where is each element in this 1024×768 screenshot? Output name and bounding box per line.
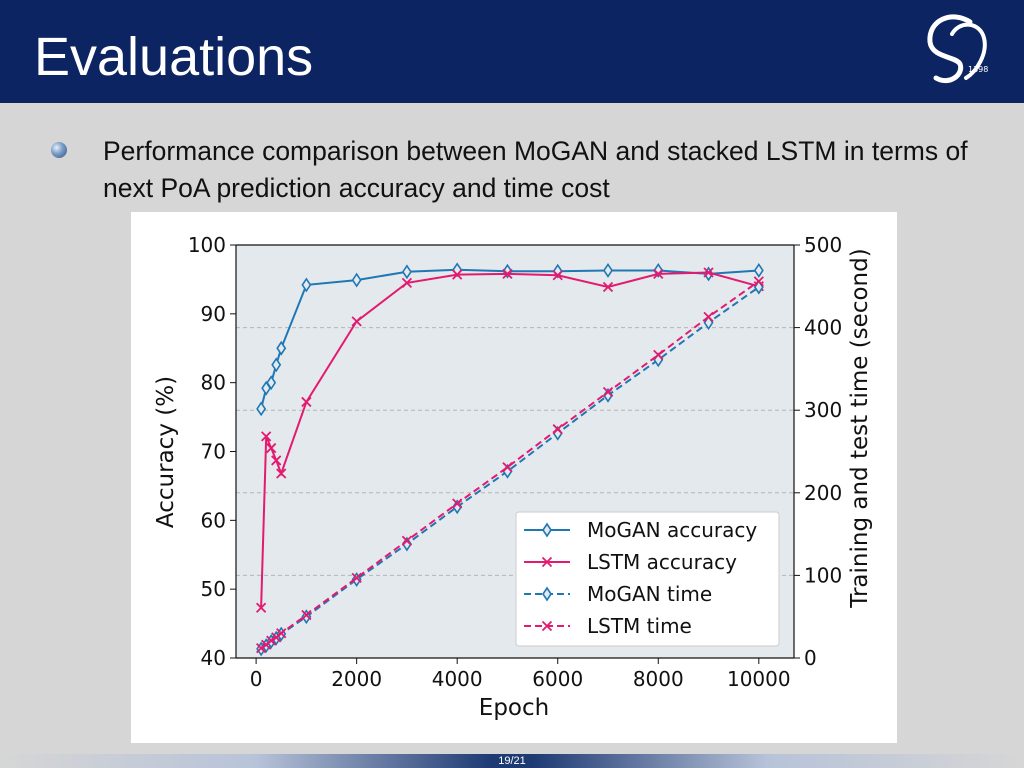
mogan-accuracy-point	[603, 263, 613, 278]
lstm-accuracy-point	[653, 268, 664, 280]
y2-tick-label: 400	[804, 316, 842, 340]
lstm-time-point	[351, 572, 362, 584]
slide-title: Evaluations	[34, 27, 314, 87]
mogan-accuracy-point	[351, 272, 362, 288]
legend-label-mogan-accuracy: MoGAN accuracy	[587, 518, 757, 542]
y2-tick-label: 0	[804, 646, 817, 670]
chart-legend: MoGAN accuracy LSTM accuracy MoGAN time LST…	[515, 511, 780, 647]
lstm-time-point	[266, 635, 277, 646]
y-tick-label: 100	[188, 233, 226, 257]
header-bar: Evaluations 1398	[0, 0, 1024, 103]
lstm-accuracy-point	[602, 281, 614, 293]
legend-marker-mogan-accuracy	[542, 522, 552, 538]
lstm-time-point	[602, 386, 614, 398]
lstm-time-point	[753, 276, 764, 287]
y-tick-label: 60	[201, 508, 226, 532]
lstm-time-point	[653, 349, 664, 360]
legend-label-mogan-time: MoGAN time	[587, 582, 712, 606]
x-axis-label: Epoch	[479, 695, 549, 721]
legend-marker-lstm-accuracy	[541, 556, 553, 568]
lstm-time-point	[276, 628, 287, 639]
lstm-time-point	[703, 311, 714, 322]
mogan-accuracy-point	[271, 357, 282, 373]
lstm-accuracy-point	[301, 396, 312, 408]
lstm-accuracy-point	[261, 431, 272, 442]
x-tick-label: 2000	[331, 667, 382, 691]
lstm-time-point	[255, 642, 267, 654]
footer-bar: 19/21	[0, 754, 1024, 768]
y-tick-label: 70	[201, 440, 226, 464]
y2-axis-label: Training and test time (second)	[847, 248, 873, 608]
logo-year: 1398	[968, 65, 988, 74]
legend-box	[515, 511, 780, 647]
legend-marker-lstm-time	[541, 620, 553, 632]
university-logo-icon: 1398	[927, 14, 988, 84]
y2-tick-label: 200	[804, 481, 842, 505]
mogan-accuracy-point	[401, 264, 412, 280]
chart-card: 0 2000 4000 6000 8000 10000 40 50 60 70 80 90 100 0 10…	[131, 212, 897, 743]
x-tick-label: 10000	[727, 667, 791, 691]
mogan-accuracy-point	[266, 375, 277, 391]
x-tick-label: 8000	[633, 667, 684, 691]
legend-marker-mogan-time	[542, 586, 552, 602]
y2-tick-label: 300	[804, 398, 842, 422]
lstm-time-point	[301, 609, 312, 621]
lstm-time-point	[452, 498, 463, 509]
mogan-accuracy-point	[301, 277, 312, 293]
mogan-accuracy-point	[276, 340, 287, 356]
lstm-accuracy-point	[401, 277, 413, 288]
x-tick-label: 6000	[532, 667, 583, 691]
lstm-accuracy-point	[351, 316, 362, 327]
y2-tick-label: 100	[804, 563, 842, 587]
x-tick-label: 4000	[432, 667, 483, 691]
lstm-accuracy-point	[552, 270, 563, 281]
y-axis-label: Accuracy (%)	[153, 376, 179, 528]
x-tick-label: 0	[250, 667, 263, 691]
page-number: 19/21	[498, 755, 526, 767]
y-tick-label: 80	[201, 371, 226, 395]
lstm-accuracy-point	[276, 468, 287, 479]
mogan-accuracy-point	[753, 263, 764, 278]
y-tick-label: 50	[201, 577, 226, 601]
accuracy-time-chart: 0 2000 4000 6000 8000 10000 40 50 60 70 80 90 100 0 10…	[153, 233, 873, 721]
y-tick-label: 40	[201, 646, 226, 670]
lstm-time-point	[502, 462, 513, 473]
legend-label-lstm-accuracy: LSTM accuracy	[587, 550, 737, 574]
lstm-accuracy-point	[271, 455, 282, 466]
y-tick-label: 90	[201, 302, 226, 326]
mogan-accuracy-point	[256, 401, 267, 417]
lstm-time-point	[552, 424, 563, 435]
bullet-icon	[51, 142, 67, 158]
lstm-accuracy-point	[255, 602, 267, 613]
bullet-text: Performance comparison between MoGAN and…	[103, 136, 968, 203]
lstm-accuracy-point	[502, 268, 513, 280]
lstm-time-point	[401, 535, 413, 546]
legend-label-lstm-time: LSTM time	[587, 614, 692, 638]
y2-tick-label: 500	[804, 233, 842, 257]
mogan-time-point	[452, 499, 463, 515]
lstm-accuracy-point	[703, 267, 714, 278]
lstm-accuracy-point	[266, 442, 277, 454]
lstm-accuracy-point	[452, 269, 463, 280]
